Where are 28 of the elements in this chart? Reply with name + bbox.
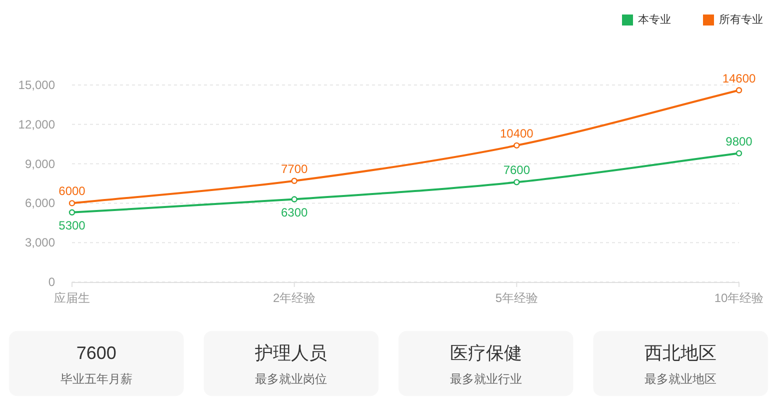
x-tick-label: 5年经验 [495,291,538,305]
y-tick-label: 6,000 [24,196,55,210]
x-tick-label: 应届生 [54,291,90,305]
y-tick-label: 12,000 [18,117,55,132]
data-label: 10400 [500,126,534,140]
card-subtitle: 毕业五年月薪 [60,372,132,386]
x-tick-label: 2年经验 [273,291,316,305]
data-label: 7600 [503,163,530,178]
card-title: 医疗保健 [450,343,522,363]
data-label: 6300 [280,205,308,220]
card-subtitle: 最多就业地区 [644,372,717,386]
y-tick-label: 3,000 [24,236,55,250]
y-tick-label: 15,000 [18,78,55,92]
card-title: 护理人员 [255,343,328,363]
x-tick-label: 10年经验 [714,291,764,305]
card-subtitle: 最多就业岗位 [255,372,328,386]
y-tick-label: 9,000 [24,156,55,171]
legend-label: 本专业 [638,14,671,26]
card-title: 西北地区 [644,343,717,363]
card-subtitle: 最多就业行业 [450,372,522,386]
legend-label: 所有专业 [719,14,763,26]
data-label: 6000 [58,184,86,198]
data-label: 5300 [58,218,86,232]
data-label: 9800 [726,134,752,148]
data-label: 14600 [722,71,756,86]
data-label: 7700 [280,162,308,176]
y-tick-label: 0 [48,275,55,289]
card-title: 7600 [76,343,116,363]
